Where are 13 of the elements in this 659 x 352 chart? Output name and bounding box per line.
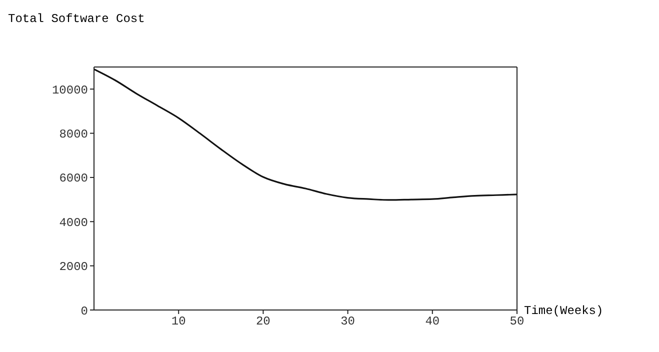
x-tick-label: 30 <box>340 314 356 329</box>
x-tick-label: 10 <box>171 314 186 329</box>
y-tick-label: 0 <box>80 304 88 318</box>
x-tick-label: 50 <box>510 314 524 329</box>
y-axis-title: Total Software Cost <box>8 12 145 26</box>
x-axis-title: Time(Weeks) <box>524 304 604 318</box>
y-tick-label: 2000 <box>59 260 88 274</box>
x-tick-label: 40 <box>425 314 440 329</box>
y-tick-label: 8000 <box>59 128 88 142</box>
x-tick-label: 20 <box>256 314 270 329</box>
y-tick-label: 6000 <box>59 172 88 186</box>
y-tick-label: 10000 <box>52 83 88 98</box>
y-tick-label: 4000 <box>59 216 88 230</box>
